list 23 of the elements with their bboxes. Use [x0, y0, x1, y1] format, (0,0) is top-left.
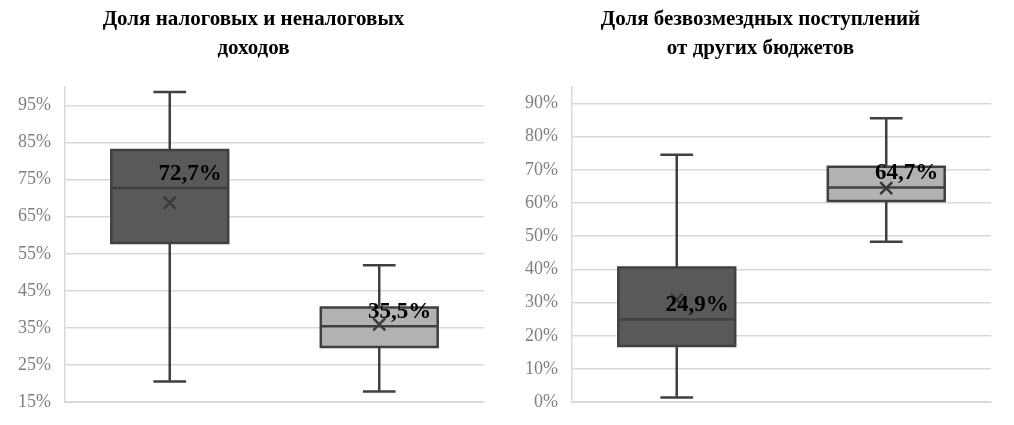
y-tick-label: 10%: [524, 357, 558, 378]
text: 72,7%: [158, 159, 222, 185]
y-tick-label: 55%: [17, 242, 51, 263]
y-tick-label: 0%: [533, 390, 558, 411]
y-tick-label: 45%: [17, 279, 51, 300]
y-tick-label: 50%: [524, 224, 558, 245]
y-tick-label: 70%: [524, 158, 558, 179]
y-tick-label: 80%: [524, 125, 558, 146]
y-tick-label: 35%: [17, 316, 51, 337]
chart-title: Доля безвозмездных поступлений от других бюджетов: [599, 5, 922, 61]
y-tick-label: 65%: [17, 205, 51, 226]
y-tick-label: 25%: [17, 353, 51, 374]
y-tick-label: 60%: [524, 191, 558, 212]
text: 24,9%: [665, 290, 729, 316]
y-tick-label: 75%: [17, 168, 51, 189]
y-tick-label: 30%: [524, 291, 558, 312]
y-tick-label: 85%: [17, 131, 51, 152]
y-tick-label: 40%: [524, 258, 558, 279]
chart-title: Доля налоговых и неналоговых доходов: [101, 5, 406, 61]
y-tick-label: 95%: [17, 94, 51, 115]
y-tick-label: 20%: [524, 324, 558, 345]
y-tick-label: 15%: [17, 390, 51, 411]
y-tick-label: 90%: [524, 92, 558, 113]
